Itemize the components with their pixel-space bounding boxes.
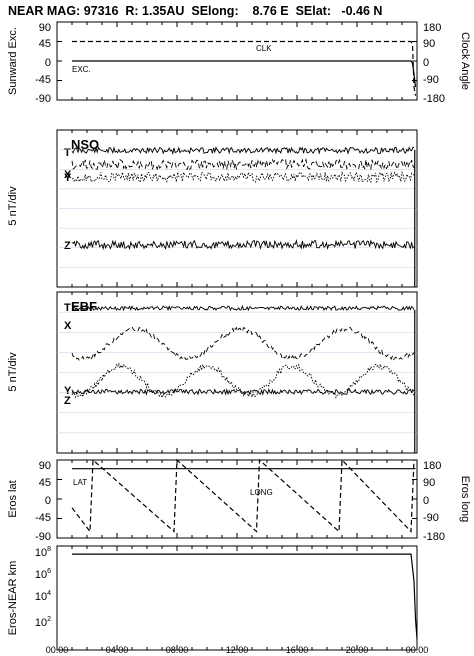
series-line-x — [71, 157, 415, 171]
panel-3-label-z: Z — [64, 395, 71, 407]
panel-3-ylabel: 5 nT/div — [7, 352, 19, 392]
x-tick-label: 16:00 — [286, 645, 309, 655]
panel-eros-near-distance: Eros-NEAR km 108 106 104 102 — [7, 545, 418, 651]
x-tick-label: 12:00 — [226, 645, 249, 655]
panel-nso: 5 nT/div NSO T X Y Z — [7, 129, 418, 288]
panel-1-ytick-right-1: 90 — [423, 38, 435, 50]
panel-eros-lat-long: Eros lat Eros long 90 45 0 -45 -90 180 9… — [7, 458, 471, 543]
panel-1-ytick-right-4: -180 — [423, 93, 445, 105]
panel-1-ytick-right-2: 0 — [423, 57, 429, 69]
series-line-y — [71, 170, 415, 184]
panel-4-ylabel-left: Eros lat — [7, 480, 19, 517]
panel-4-ytick-right-4: -180 — [423, 531, 445, 543]
panel-4-series-long-label: LONG — [250, 488, 273, 497]
panel-1-ytick-right-0: 180 — [423, 22, 441, 34]
panel-1-ytick-right-3: -90 — [423, 74, 439, 86]
x-tick-label: 00:00 — [406, 645, 429, 655]
panel-5-ytick-1: 106 — [35, 568, 51, 581]
series-line-clk — [72, 40, 417, 96]
panel-2-label-t: T — [64, 147, 71, 159]
panel-4-ytick-right-3: -90 — [423, 512, 439, 524]
panel-1-ylabel-left: Sunward Exc. — [7, 27, 19, 95]
panel-3-title: EBF — [71, 299, 97, 314]
x-tick-label: 20:00 — [346, 645, 369, 655]
panel-4-frame — [56, 459, 418, 539]
panel-1-ytick-left-2: 0 — [45, 57, 51, 69]
panel-3-label-y: Y — [64, 385, 72, 397]
panel-4-ytick-right-2: 0 — [423, 495, 429, 507]
panel-1-ytick-left-4: -90 — [35, 93, 51, 105]
panel-4-ytick-right-0: 180 — [423, 460, 441, 472]
series-line-distance — [72, 553, 418, 640]
x-tick-label: 00:00 — [46, 645, 69, 655]
x-tick-label: 08:00 — [166, 645, 189, 655]
series-line-z — [71, 388, 415, 396]
panel-1-ytick-left-0: 90 — [39, 22, 51, 34]
series-line-z — [71, 239, 415, 251]
header-title: NEAR MAG: 97316 R: 1.35AU SElong: 8.76 E… — [8, 4, 382, 18]
panel-4-ytick-left-2: 0 — [45, 495, 51, 507]
x-tick-label: 04:00 — [106, 645, 129, 655]
panel-4-ytick-left-3: -45 — [35, 512, 51, 524]
panel-4-ytick-left-1: 45 — [39, 477, 51, 489]
panel-2-label-z: Z — [64, 240, 71, 252]
panel-3-label-t: T — [64, 302, 71, 314]
panel-sunward-clock: Sunward Exc. Clock Angle 90 45 0 -45 -90… — [7, 21, 471, 105]
panel-5-frame — [56, 545, 418, 651]
panel-3-label-x: X — [64, 320, 72, 332]
panel-2-label-x: X — [64, 169, 72, 181]
panel-1-ylabel-right: Clock Angle — [459, 32, 471, 90]
panel-2-label-y: Y — [64, 172, 72, 184]
panel-1-ytick-left-3: -45 — [35, 74, 51, 86]
series-line-t — [71, 146, 414, 156]
panel-1-series-exc-label: EXC. — [72, 65, 91, 74]
series-line-t — [71, 304, 415, 312]
panel-4-ylabel-right: Eros long — [459, 476, 471, 522]
panel-5-ytick-2: 104 — [35, 590, 51, 603]
panel-1-ytick-left-1: 45 — [39, 38, 51, 50]
panel-5-ytick-0: 108 — [35, 546, 51, 559]
panel-ebf: 5 nT/div EBF T X Y Z — [7, 291, 418, 454]
panel-1-series-clk-label: CLK — [256, 44, 272, 53]
panel-4-ytick-left-4: -90 — [35, 531, 51, 543]
series-line-exc — [72, 60, 417, 88]
panel-4-series-lat-label: LAT — [73, 478, 87, 487]
panel-2-title: NSO — [71, 137, 99, 152]
panel-5-ytick-3: 102 — [35, 616, 51, 629]
panel-5-ylabel: Eros-NEAR km — [7, 561, 19, 636]
series-line-long — [71, 458, 415, 534]
panel-4-ytick-left-0: 90 — [39, 460, 51, 472]
panel-2-ylabel: 5 nT/div — [7, 186, 19, 226]
series-line-x — [71, 326, 415, 362]
x-axis: 00:00 04:00 08:00 12:00 16:00 20:00 00:00 — [46, 645, 429, 655]
panel-4-ytick-right-1: 90 — [423, 477, 435, 489]
